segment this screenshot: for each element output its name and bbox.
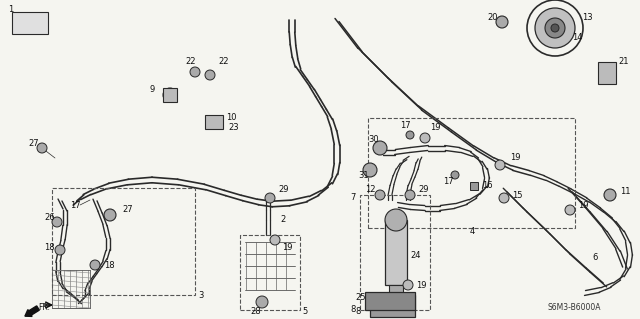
Bar — [163, 88, 177, 102]
Circle shape — [451, 171, 459, 179]
Bar — [385, 220, 407, 285]
Circle shape — [104, 209, 116, 221]
Circle shape — [403, 280, 413, 290]
Text: 15: 15 — [512, 190, 522, 199]
Text: 19: 19 — [578, 201, 589, 210]
Text: 16: 16 — [482, 181, 493, 189]
Circle shape — [495, 160, 505, 170]
Text: 10: 10 — [226, 114, 237, 122]
Circle shape — [545, 18, 565, 38]
Text: 11: 11 — [620, 188, 630, 197]
Text: 26: 26 — [44, 213, 54, 222]
Bar — [365, 292, 415, 310]
Text: 19: 19 — [510, 153, 520, 162]
Text: 17: 17 — [70, 201, 81, 210]
Text: 4: 4 — [470, 227, 476, 236]
Text: 19: 19 — [416, 280, 426, 290]
Text: 5: 5 — [302, 308, 307, 316]
Text: 27: 27 — [28, 138, 38, 147]
Text: 25: 25 — [355, 293, 365, 302]
Circle shape — [496, 16, 508, 28]
Text: 20: 20 — [487, 13, 497, 23]
Text: 12: 12 — [365, 186, 376, 195]
Text: 31: 31 — [358, 170, 369, 180]
Circle shape — [37, 143, 47, 153]
Text: 1: 1 — [8, 5, 13, 14]
Circle shape — [205, 70, 215, 80]
Text: 24: 24 — [410, 250, 420, 259]
Circle shape — [270, 235, 280, 245]
Bar — [205, 115, 223, 129]
Text: 22: 22 — [218, 57, 228, 66]
Text: S6M3-B6000A: S6M3-B6000A — [548, 303, 602, 313]
Circle shape — [535, 8, 575, 48]
Text: 29: 29 — [278, 186, 289, 195]
Text: 3: 3 — [198, 291, 204, 300]
FancyArrow shape — [25, 306, 39, 316]
Circle shape — [375, 190, 385, 200]
Circle shape — [163, 88, 177, 102]
Circle shape — [55, 245, 65, 255]
Circle shape — [604, 189, 616, 201]
Bar — [598, 62, 616, 84]
Text: 21: 21 — [618, 57, 628, 66]
Text: FR.: FR. — [38, 303, 50, 313]
Text: 18: 18 — [44, 242, 54, 251]
Circle shape — [405, 190, 415, 200]
Text: 6: 6 — [592, 254, 597, 263]
Circle shape — [420, 133, 430, 143]
Text: 19: 19 — [430, 123, 440, 132]
Circle shape — [256, 296, 268, 308]
Circle shape — [406, 131, 414, 139]
Bar — [370, 295, 415, 317]
Bar — [360, 195, 430, 310]
Text: 17: 17 — [400, 121, 411, 130]
Text: 8: 8 — [350, 306, 355, 315]
Text: 18: 18 — [104, 261, 115, 270]
Bar — [368, 118, 575, 228]
Text: 9: 9 — [150, 85, 156, 94]
Circle shape — [52, 217, 62, 227]
Text: 19: 19 — [282, 243, 292, 253]
Circle shape — [385, 209, 407, 231]
Text: 7: 7 — [350, 194, 355, 203]
Circle shape — [265, 193, 275, 203]
Circle shape — [373, 141, 387, 155]
Bar — [389, 285, 403, 295]
Text: 8: 8 — [355, 308, 360, 316]
Text: 29: 29 — [418, 186, 429, 195]
Circle shape — [90, 260, 100, 270]
Circle shape — [565, 205, 575, 215]
Bar — [470, 182, 478, 190]
Bar — [240, 235, 300, 310]
Text: 17: 17 — [443, 177, 454, 187]
Text: 23: 23 — [228, 123, 239, 132]
Bar — [12, 12, 48, 34]
Circle shape — [190, 67, 200, 77]
Text: 27: 27 — [122, 205, 132, 214]
Text: 28: 28 — [250, 308, 260, 316]
Text: 14: 14 — [572, 33, 582, 42]
Text: 22: 22 — [185, 57, 195, 66]
Text: 2: 2 — [280, 216, 285, 225]
Circle shape — [551, 24, 559, 32]
Circle shape — [499, 193, 509, 203]
Bar — [52, 188, 195, 295]
Text: 30: 30 — [368, 136, 379, 145]
Text: 13: 13 — [582, 13, 593, 23]
Circle shape — [363, 163, 377, 177]
